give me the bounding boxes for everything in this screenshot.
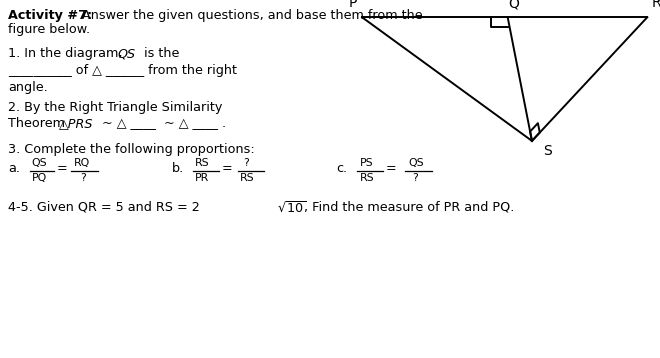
Text: __________ of △ ______ from the right: __________ of △ ______ from the right (8, 64, 237, 77)
Text: figure below.: figure below. (8, 23, 90, 36)
Text: =: = (57, 162, 67, 175)
Text: △PRS: △PRS (59, 117, 93, 130)
Text: , Find the measure of PR and PQ.: , Find the measure of PR and PQ. (304, 200, 514, 213)
Text: is the: is the (140, 47, 180, 60)
Text: Activity #7:: Activity #7: (8, 9, 92, 22)
Text: QS: QS (32, 158, 48, 168)
Text: PQ: PQ (32, 173, 47, 183)
Text: b.: b. (172, 162, 184, 175)
Text: RS: RS (360, 173, 374, 183)
Text: ?: ? (412, 173, 418, 183)
Text: ~ △ ____  ~ △ ____ .: ~ △ ____ ~ △ ____ . (98, 117, 226, 130)
Text: 4-5. Given QR = 5 and RS = 2: 4-5. Given QR = 5 and RS = 2 (8, 200, 200, 213)
Text: Answer the given questions, and base them from the: Answer the given questions, and base the… (78, 9, 422, 22)
Text: QS: QS (117, 47, 135, 60)
Text: 1. In the diagram,: 1. In the diagram, (8, 47, 127, 60)
Text: PR: PR (195, 173, 210, 183)
Text: c.: c. (337, 162, 348, 175)
Text: RQ: RQ (74, 158, 90, 168)
Text: =: = (386, 162, 397, 175)
Text: Theorem: Theorem (8, 117, 69, 130)
Text: 2. By the Right Triangle Similarity: 2. By the Right Triangle Similarity (8, 101, 222, 114)
Text: Q: Q (508, 0, 519, 10)
Text: RS: RS (240, 173, 255, 183)
Text: a.: a. (8, 162, 20, 175)
Text: P: P (348, 0, 357, 10)
Text: QS: QS (408, 158, 424, 168)
Text: PS: PS (360, 158, 374, 168)
Text: R: R (651, 0, 660, 10)
Text: angle.: angle. (8, 81, 48, 93)
Text: ?: ? (243, 158, 249, 168)
Text: 3. Complete the following proportions:: 3. Complete the following proportions: (8, 143, 255, 156)
Text: ?: ? (81, 173, 86, 183)
Text: S: S (543, 144, 552, 158)
Text: =: = (222, 162, 232, 175)
Text: $\sqrt{10}$: $\sqrt{10}$ (277, 200, 307, 216)
Text: RS: RS (195, 158, 210, 168)
